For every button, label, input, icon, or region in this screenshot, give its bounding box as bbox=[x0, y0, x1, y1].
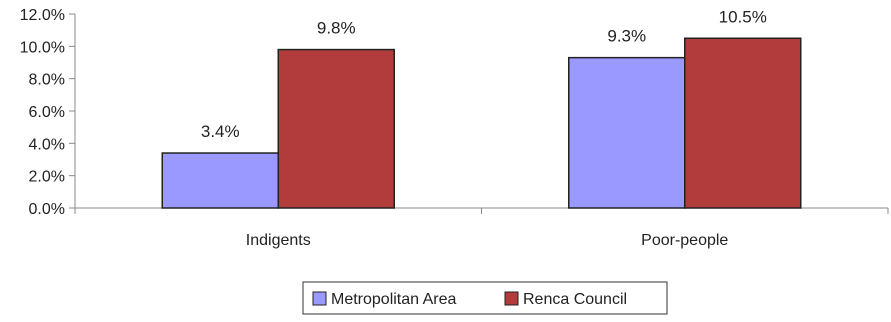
y-tick-label: 4.0% bbox=[29, 136, 65, 153]
legend: Metropolitan Area Renca Council bbox=[302, 281, 668, 315]
x-axis: Indigents Poor-people bbox=[74, 207, 889, 249]
legend-label: Renca Council bbox=[523, 291, 627, 308]
bar bbox=[684, 37, 802, 209]
legend-swatch bbox=[504, 291, 519, 306]
bar bbox=[161, 152, 279, 209]
y-tick-label: 0.0% bbox=[29, 201, 65, 218]
y-tick-label: 10.0% bbox=[20, 39, 65, 56]
y-tick-label: 12.0% bbox=[20, 7, 65, 24]
data-label: 9.8% bbox=[317, 19, 356, 38]
x-tick-label: Indigents bbox=[246, 232, 311, 249]
legend-label: Metropolitan Area bbox=[331, 291, 457, 308]
data-labels: 3.4% 9.8% 9.3% 10.5% bbox=[201, 7, 767, 141]
bar bbox=[568, 56, 686, 209]
data-label: 10.5% bbox=[719, 7, 767, 26]
y-tick-label: 6.0% bbox=[29, 104, 65, 121]
data-label: 3.4% bbox=[201, 122, 240, 141]
bar bbox=[277, 48, 395, 209]
legend-box bbox=[302, 281, 668, 315]
legend-swatch bbox=[312, 291, 327, 306]
y-axis: 0.0% 2.0% 4.0% 6.0% 8.0% 10.0% 12.0% bbox=[20, 7, 76, 218]
y-tick-label: 8.0% bbox=[29, 72, 65, 89]
data-label: 9.3% bbox=[607, 27, 646, 46]
y-tick-label: 2.0% bbox=[29, 169, 65, 186]
x-tick-label: Poor-people bbox=[641, 232, 728, 249]
bars bbox=[161, 37, 802, 209]
